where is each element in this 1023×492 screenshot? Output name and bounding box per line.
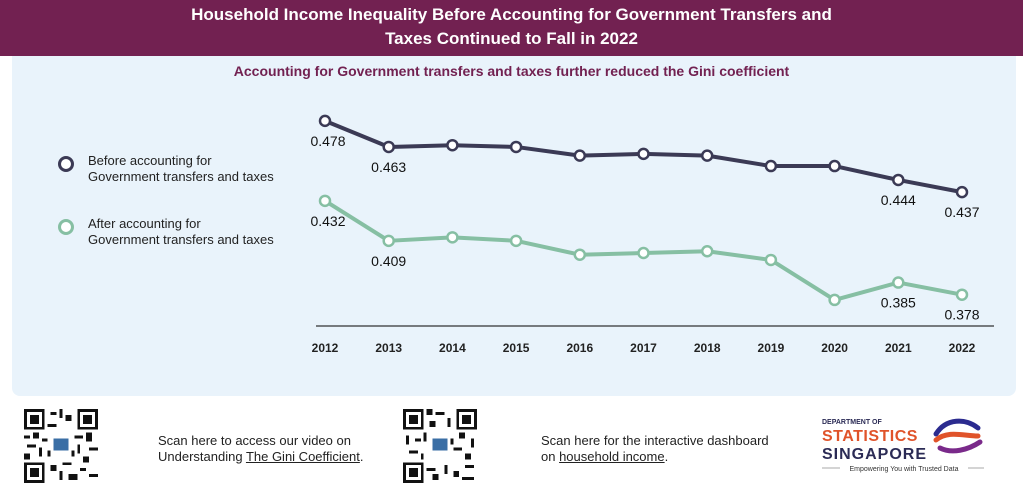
x-tick-label: 2022	[949, 341, 976, 355]
data-label: 0.463	[371, 159, 406, 175]
data-point-before	[892, 173, 905, 187]
data-point-after	[318, 194, 332, 208]
data-point-before	[955, 185, 969, 199]
legend-label-before-line1: Before accounting for	[88, 153, 212, 168]
qr-code-video[interactable]	[24, 409, 98, 483]
data-point-before	[637, 147, 650, 161]
logo-tagline: Empowering You with Trusted Data	[850, 466, 959, 473]
x-tick-label: 2015	[503, 341, 530, 355]
video-link[interactable]: The Gini Coefficient	[245, 449, 360, 464]
x-tick-label: 2018	[694, 341, 721, 355]
data-point-after	[828, 293, 841, 307]
chart-subtitle: Accounting for Government transfers and …	[233, 63, 790, 79]
data-label: 0.385	[881, 295, 916, 311]
data-label: 0.409	[371, 253, 406, 269]
dashboard-caption: Scan here for the interactive dashboard …	[541, 433, 769, 464]
data-label: 0.437	[944, 204, 979, 220]
data-label: 0.378	[944, 307, 979, 323]
data-label: 0.478	[310, 133, 345, 149]
legend-marker-before	[58, 156, 74, 172]
x-tick-label: 2020	[821, 341, 848, 355]
logo-line3: SINGAPORE	[822, 446, 927, 463]
data-label: 0.444	[881, 192, 916, 208]
gini-line-chart: 2012 2013 2014 2015 2016 2017 2018 2019 2020 2021…	[310, 114, 994, 355]
data-point-before	[446, 138, 459, 152]
qr-code-dashboard[interactable]	[403, 409, 477, 483]
data-point-after	[700, 244, 714, 258]
data-point-before	[764, 159, 778, 173]
data-point-after	[382, 234, 395, 248]
legend-marker-after	[58, 219, 74, 235]
data-point-before	[318, 114, 332, 128]
header-banner: Household Income Inequality Before Accou…	[0, 0, 1023, 56]
x-tick-label: 2016	[566, 341, 593, 355]
legend-label-before-line2: Government transfers and taxes	[88, 169, 274, 184]
data-point-after	[637, 246, 650, 260]
data-point-after	[764, 253, 778, 267]
data-point-after	[509, 234, 523, 248]
data-point-after	[446, 231, 459, 244]
data-point-before	[828, 159, 841, 173]
data-point-before	[573, 149, 587, 162]
logo-line1: DEPARTMENT OF	[822, 419, 882, 426]
x-tick-label: 2014	[439, 341, 466, 355]
data-point-after	[573, 248, 587, 261]
dashboard-link[interactable]: household income	[559, 449, 665, 464]
x-tick-label: 2019	[758, 341, 785, 355]
legend-label-after-line1: After accounting for	[88, 216, 201, 231]
legend-item-after: After accounting for Government transfer…	[58, 216, 274, 248]
x-tick-label: 2017	[630, 341, 657, 355]
video-caption: Scan here to access our video on Underst…	[158, 433, 364, 464]
x-tick-label: 2021	[885, 341, 912, 355]
x-tick-label: 2012	[312, 341, 339, 355]
logo-swoosh-icon	[933, 418, 983, 454]
data-point-after	[955, 288, 969, 301]
data-label: 0.432	[310, 213, 345, 229]
data-point-after	[892, 276, 905, 289]
legend-label-after-line2: Government transfers and taxes	[88, 232, 274, 247]
chart-panel	[12, 56, 1016, 396]
logo-line2: STATISTICS	[822, 428, 918, 445]
data-point-before	[382, 140, 395, 154]
header-title-line1: Household Income Inequality Before Accou…	[191, 5, 832, 24]
legend-item-before: Before accounting for Government transfe…	[58, 153, 274, 185]
singstat-logo: DEPARTMENT OF STATISTICS SINGAPORE Empow…	[822, 418, 984, 473]
data-point-before	[700, 149, 714, 162]
x-tick-label: 2013	[375, 341, 402, 355]
header-title-line2: Taxes Continued to Fall in 2022	[385, 29, 638, 48]
data-point-before	[509, 140, 523, 154]
